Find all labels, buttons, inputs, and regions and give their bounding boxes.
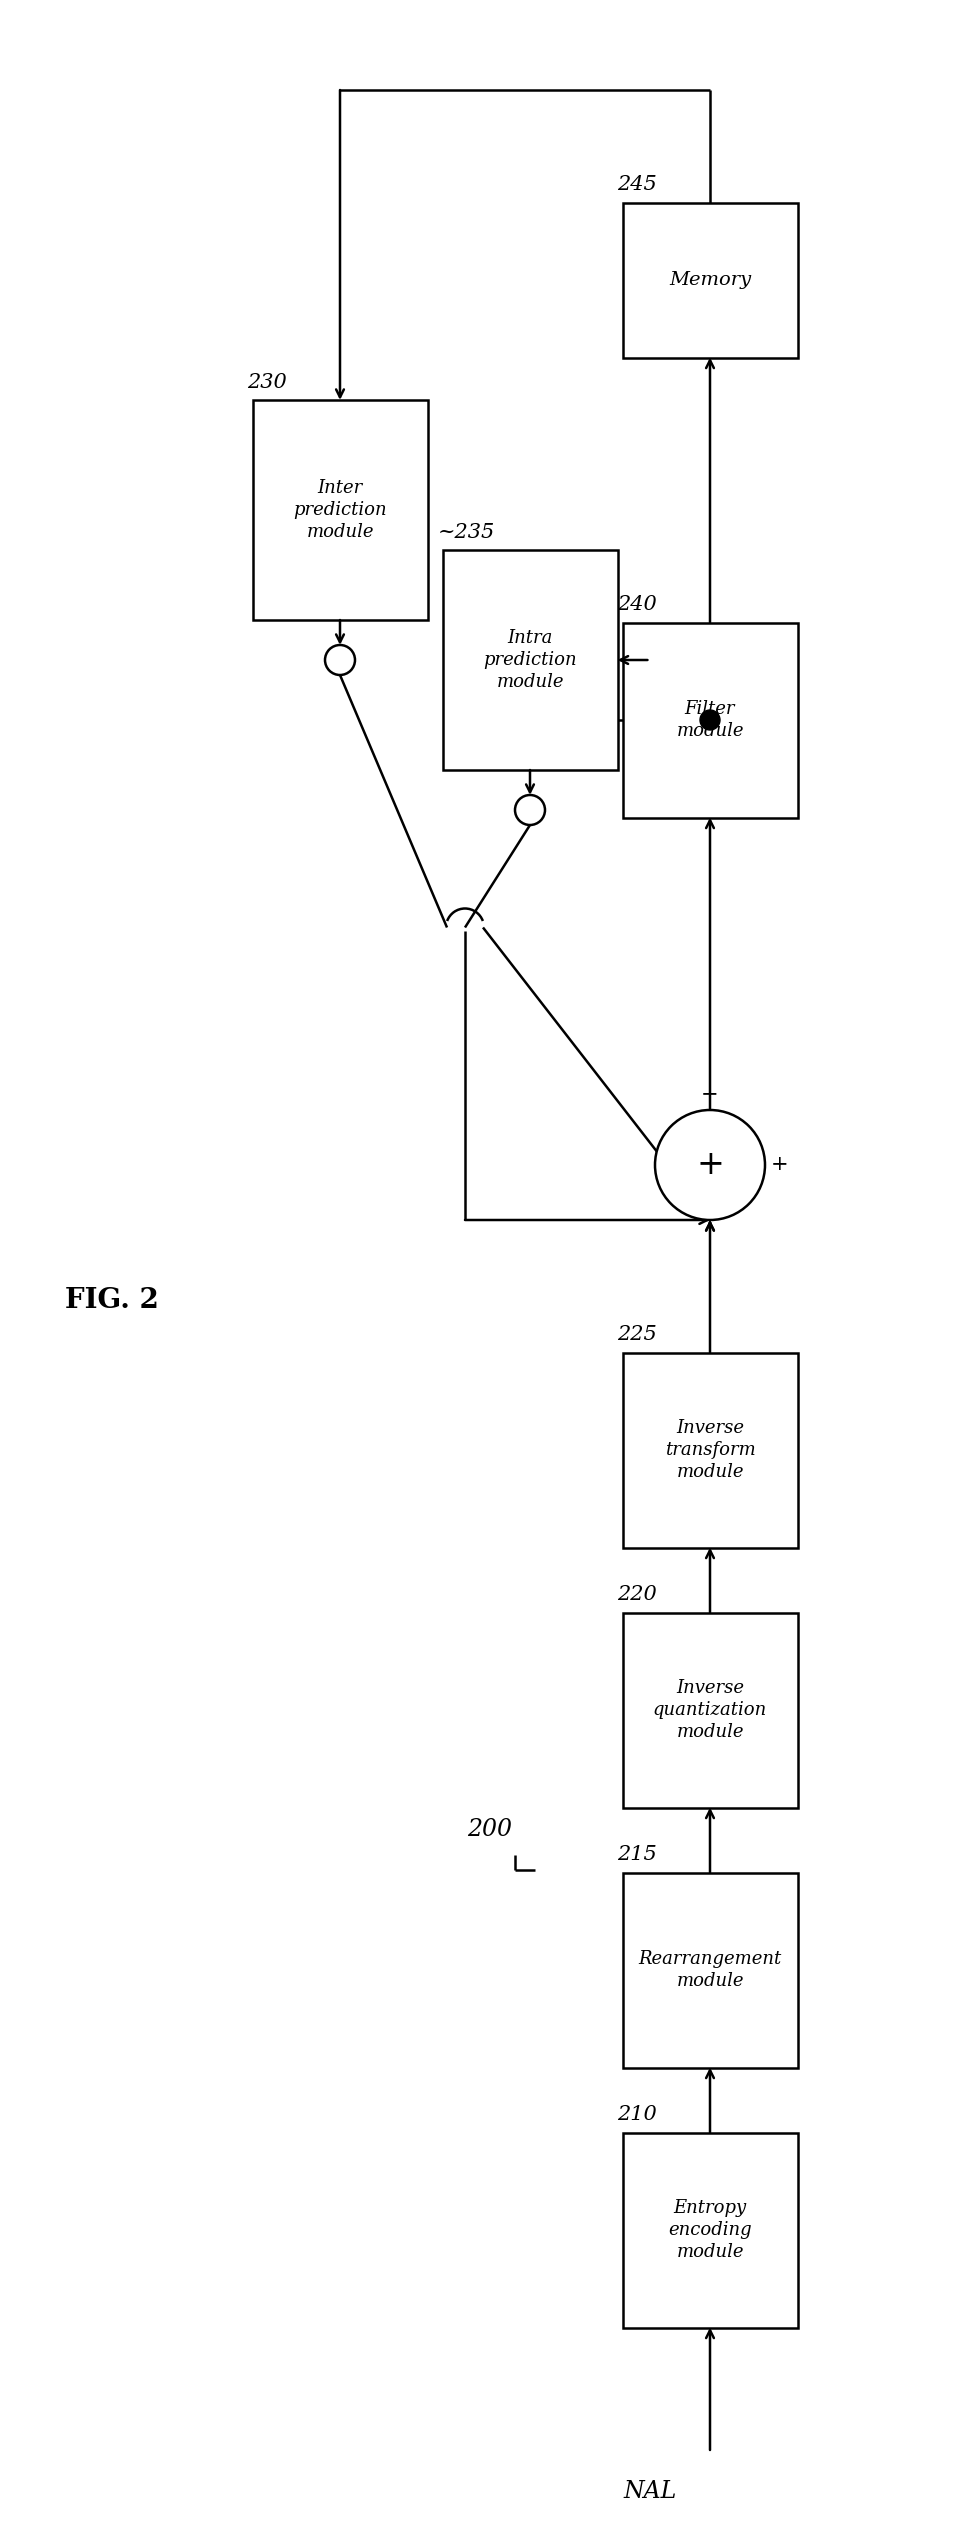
Text: FIG. 2: FIG. 2 — [65, 1287, 159, 1315]
Bar — [623, 1613, 797, 1807]
Bar — [442, 550, 618, 769]
Text: NAL: NAL — [624, 2479, 677, 2502]
Text: Entropy
encoding
module: Entropy encoding module — [668, 2199, 752, 2260]
Text: +: + — [696, 1149, 724, 1182]
Text: Inverse
transform
module: Inverse transform module — [665, 1419, 755, 1480]
Bar — [623, 622, 797, 818]
Text: 225: 225 — [618, 1325, 657, 1345]
Text: 200: 200 — [468, 1819, 513, 1842]
Bar — [252, 400, 428, 619]
Bar — [623, 1873, 797, 2066]
Bar — [623, 1353, 797, 1547]
Text: 240: 240 — [618, 596, 657, 614]
Bar — [623, 201, 797, 357]
Text: +: + — [772, 1154, 789, 1175]
Text: Memory: Memory — [668, 270, 751, 288]
Circle shape — [325, 645, 355, 675]
Circle shape — [515, 795, 545, 826]
Text: 245: 245 — [618, 176, 657, 194]
Circle shape — [655, 1111, 765, 1220]
Text: +: + — [701, 1085, 719, 1103]
Text: 230: 230 — [247, 372, 287, 392]
Text: Intra
prediction
module: Intra prediction module — [483, 629, 577, 691]
Text: Filter
module: Filter module — [676, 701, 744, 739]
Text: Inverse
quantization
module: Inverse quantization module — [653, 1679, 767, 1740]
Text: 210: 210 — [618, 2105, 657, 2125]
Bar — [623, 2133, 797, 2326]
Circle shape — [700, 711, 720, 729]
Text: Rearrangement
module: Rearrangement module — [638, 1949, 781, 1990]
Text: 215: 215 — [618, 1845, 657, 1865]
Text: ~235: ~235 — [437, 522, 495, 543]
Text: 220: 220 — [618, 1585, 657, 1605]
Text: Inter
prediction
module: Inter prediction module — [293, 479, 387, 540]
